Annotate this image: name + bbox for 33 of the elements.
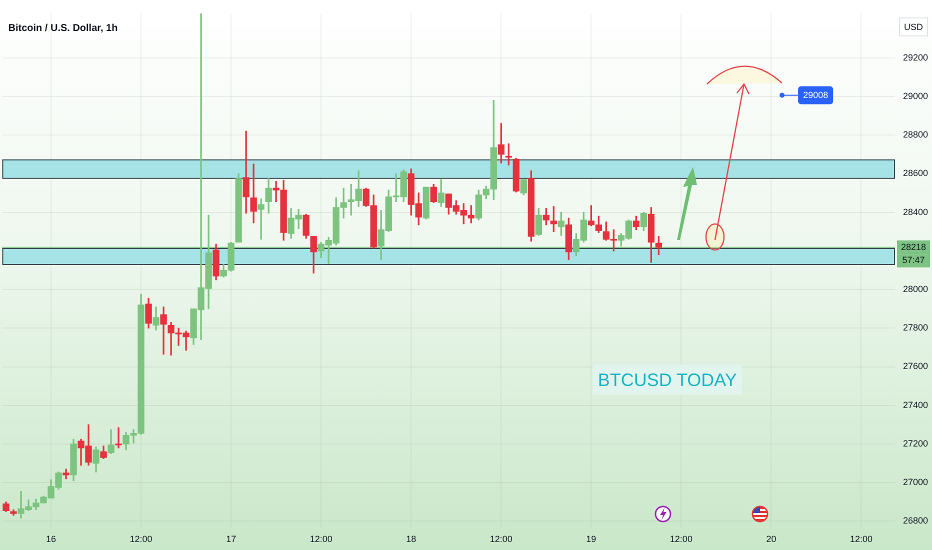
x-tick-label: 12:00	[490, 534, 512, 544]
y-tick-label: 28000	[903, 284, 928, 294]
text: 57:47	[902, 254, 925, 265]
y-tick-label: 28800	[903, 130, 928, 140]
x-tick-label: 12:00	[670, 534, 692, 544]
y-tick-label: 27000	[903, 477, 928, 488]
y-tick-label: 26800	[903, 516, 928, 526]
x-tick-label: 12:00	[130, 534, 152, 544]
candlestick	[242, 130, 250, 214]
candlestick	[115, 427, 122, 448]
candlestick	[250, 164, 257, 224]
y-axis-title: USD	[904, 22, 924, 32]
y-tick-label: 27600	[903, 361, 928, 372]
x-tick-label: 20	[766, 534, 776, 544]
x-tick-label: 18	[406, 534, 416, 544]
y-tick-label: 29000	[903, 90, 928, 101]
x-tick-label: 16	[46, 534, 56, 544]
y-tick-label: 28600	[903, 168, 928, 178]
y-tick-label: 27800	[903, 322, 928, 333]
y-tick-label: 27200	[903, 438, 928, 448]
y-tick-label: 29200	[903, 52, 928, 62]
y-tick-label: 27400	[903, 400, 928, 410]
x-tick-label: 17	[226, 534, 236, 544]
y-tick-label: 28400	[903, 206, 928, 217]
annotation: 29008	[803, 90, 828, 100]
ref-line-label: 28218	[900, 242, 926, 252]
candlestick	[160, 306, 167, 355]
x-tick-label: 12:00	[850, 534, 873, 544]
annotation: BTCUSD TODAY	[598, 370, 737, 390]
text: Bitcoin / U.S. Dollar, 1h	[8, 23, 118, 34]
x-tick-label: 19	[586, 534, 596, 544]
x-tick-label: 12:00	[310, 534, 332, 544]
candlestick	[258, 198, 264, 240]
